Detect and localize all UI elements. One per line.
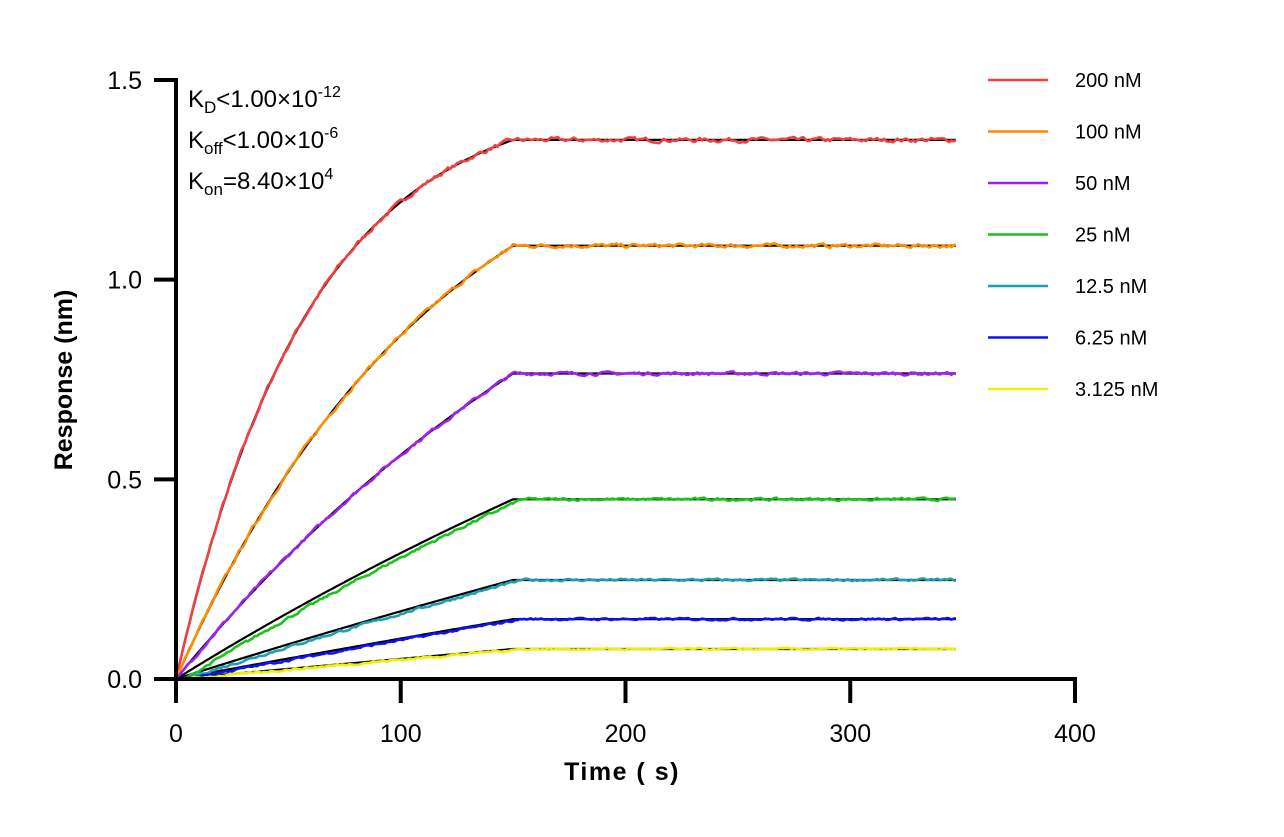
x-axis-label: Time ( s) xyxy=(564,758,680,786)
legend: 200 nM 100 nM 50 nM 25 nM 12.5 nM 6.25 nM 3.12… xyxy=(988,70,1158,401)
data-curve-12_5-nM xyxy=(176,577,957,681)
annotation-kon: Kon=8.40×104 xyxy=(188,166,333,199)
data-curve-25-nM xyxy=(176,496,957,681)
data-curve-50-nM xyxy=(174,370,957,680)
x-tick-label: 200 xyxy=(605,720,647,748)
legend-label: 3.125 nM xyxy=(1075,379,1158,401)
annotation-koff: Koff<1.00×10-6 xyxy=(188,125,338,158)
y-tick-label: 0.5 xyxy=(107,466,142,494)
data-curves xyxy=(174,135,957,681)
svg-text:Koff<1.00×10-6: Koff<1.00×10-6 xyxy=(188,125,338,158)
axes: 0 100 200 300 400 0.0 0.5 1.0 1.5 xyxy=(107,67,1096,748)
svg-text:KD<1.00×10-12: KD<1.00×10-12 xyxy=(188,84,341,117)
legend-label: 12.5 nM xyxy=(1075,276,1147,298)
x-tick-label: 100 xyxy=(380,720,422,748)
legend-label: 100 nM xyxy=(1075,122,1142,144)
fit-curve-3_125-nM xyxy=(175,647,956,681)
fit-curve-25-nM xyxy=(175,498,956,680)
data-curve-3_125-nM xyxy=(176,646,957,681)
data-curve-100-nM xyxy=(174,242,957,680)
y-tick-label: 0.0 xyxy=(107,666,142,694)
data-curve-6_25-nM xyxy=(176,616,957,681)
x-tick-label: 0 xyxy=(169,720,183,748)
x-tick-label: 300 xyxy=(829,720,871,748)
y-axis-label: Response (nm) xyxy=(50,290,78,471)
legend-label: 200 nM xyxy=(1075,70,1142,92)
legend-label: 6.25 nM xyxy=(1075,328,1147,350)
legend-label: 25 nM xyxy=(1075,225,1131,247)
svg-text:Kon=8.40×104: Kon=8.40×104 xyxy=(188,166,333,199)
annotation-kd: KD<1.00×10-12 xyxy=(188,84,341,117)
y-tick-label: 1.5 xyxy=(107,67,142,95)
fit-curve-200-nM xyxy=(174,138,956,680)
y-tick-label: 1.0 xyxy=(107,267,142,295)
legend-label: 50 nM xyxy=(1075,173,1131,195)
data-curve-200-nM xyxy=(174,135,957,680)
fit-curve-50-nM xyxy=(175,372,956,680)
fit-curve-12_5-nM xyxy=(175,578,956,681)
x-tick-label: 400 xyxy=(1054,720,1096,748)
fit-curves xyxy=(174,138,956,681)
